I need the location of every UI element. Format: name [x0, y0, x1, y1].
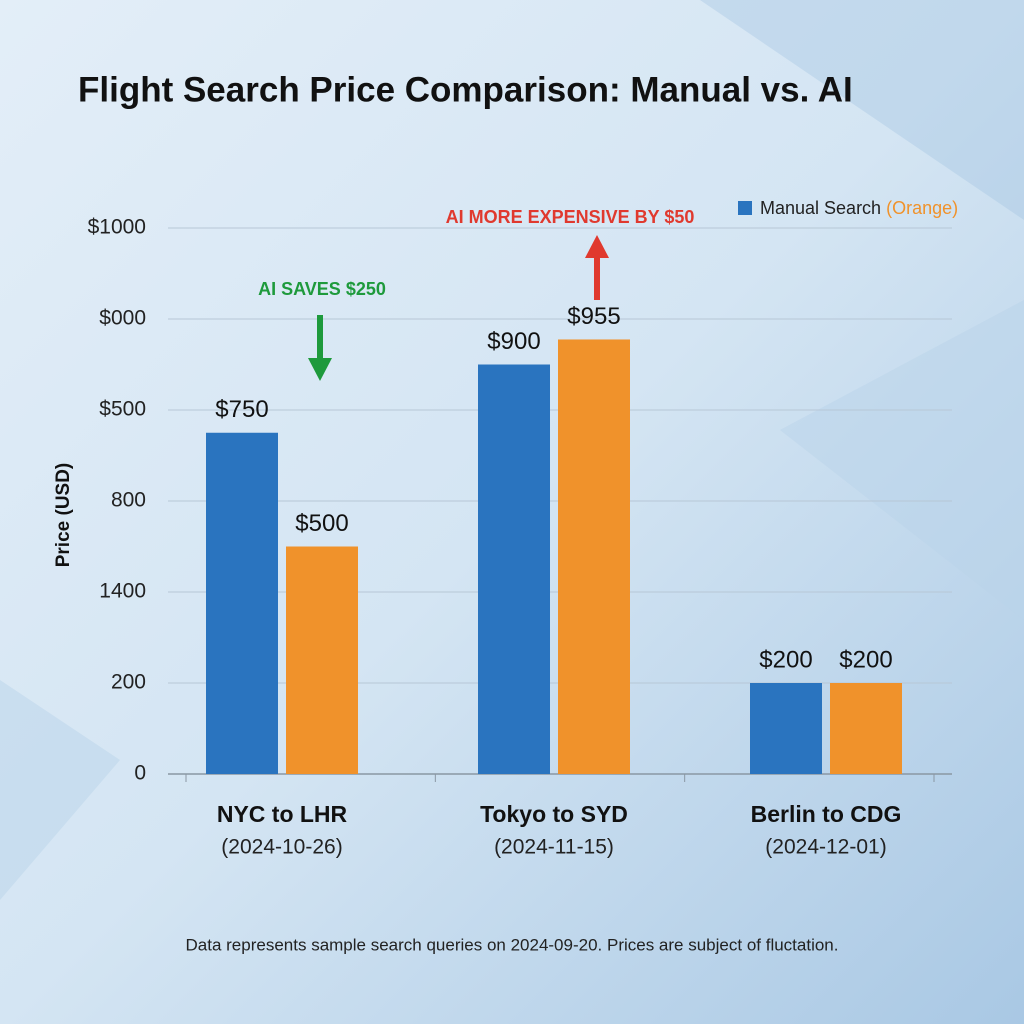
bar — [830, 683, 902, 774]
legend-swatch — [738, 201, 752, 215]
bg-shape — [700, 0, 1024, 220]
y-tick-label: $500 — [99, 398, 146, 421]
y-axis-label: Price (USD) — [53, 463, 74, 568]
annotation: AI SAVES $250 — [258, 279, 386, 299]
y-tick-label: 1400 — [99, 580, 146, 603]
bar — [206, 432, 278, 774]
annotation-arrowhead — [308, 358, 332, 381]
annotation-arrowhead — [585, 235, 609, 258]
y-tick-label: 0 — [134, 762, 146, 785]
y-tick-label: $000 — [99, 307, 146, 330]
data-label: $900 — [487, 328, 540, 355]
bar — [478, 364, 550, 774]
bar — [286, 546, 358, 774]
y-tick-label: 800 — [111, 489, 146, 512]
x-tick-label: Berlin to CDG — [751, 801, 902, 827]
x-tick-sublabel: (2024-10-26) — [221, 836, 342, 859]
chart-title: Flight Search Price Comparison: Manual v… — [78, 70, 853, 109]
footnote: Data represents sample search queries on… — [186, 935, 839, 954]
x-tick-sublabel: (2024-12-01) — [765, 836, 886, 859]
legend-entry: (Orange) — [886, 198, 958, 218]
data-label: $200 — [839, 646, 892, 673]
data-label: $200 — [759, 646, 812, 673]
bg-shape — [780, 300, 1024, 620]
x-tick-label: NYC to LHR — [217, 801, 348, 827]
bar — [558, 339, 630, 774]
legend: Manual Search (Orange) — [760, 198, 958, 218]
x-tick-sublabel: (2024-11-15) — [494, 836, 614, 859]
bar — [750, 683, 822, 774]
y-tick-label: $1000 — [88, 216, 146, 239]
x-tick-label: Tokyo to SYD — [480, 801, 628, 827]
legend-entry: Manual Search — [760, 198, 881, 218]
annotation: AI MORE EXPENSIVE BY $50 — [446, 207, 695, 227]
data-label: $500 — [295, 510, 348, 537]
bg-shape — [0, 680, 120, 900]
data-label: $750 — [215, 396, 268, 423]
y-tick-label: 200 — [111, 671, 146, 694]
data-label: $955 — [567, 303, 620, 330]
